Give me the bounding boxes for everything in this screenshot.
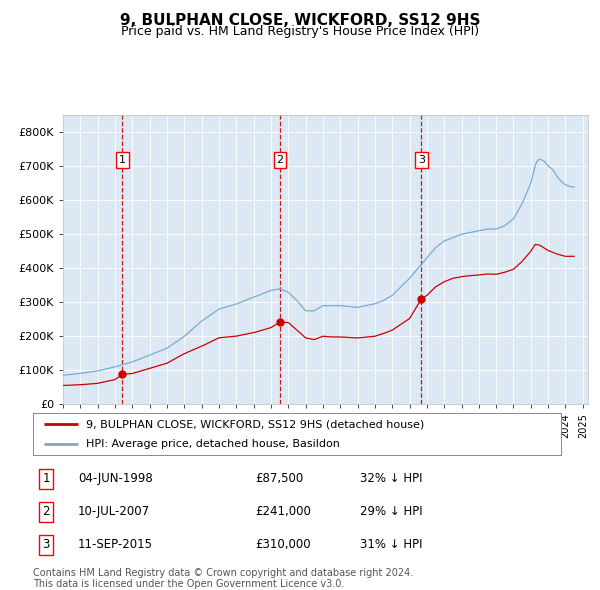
Text: 1: 1 — [119, 155, 126, 165]
Text: 31% ↓ HPI: 31% ↓ HPI — [361, 538, 423, 552]
Text: 04-JUN-1998: 04-JUN-1998 — [78, 472, 152, 486]
Text: 2: 2 — [277, 155, 283, 165]
Text: £87,500: £87,500 — [255, 472, 303, 486]
Text: 11-SEP-2015: 11-SEP-2015 — [78, 538, 153, 552]
Text: 3: 3 — [418, 155, 425, 165]
Text: 10-JUL-2007: 10-JUL-2007 — [78, 505, 150, 519]
Text: 1: 1 — [43, 472, 50, 486]
Text: £310,000: £310,000 — [255, 538, 310, 552]
Text: 2: 2 — [43, 505, 50, 519]
Text: 9, BULPHAN CLOSE, WICKFORD, SS12 9HS (detached house): 9, BULPHAN CLOSE, WICKFORD, SS12 9HS (de… — [86, 419, 424, 430]
Text: HPI: Average price, detached house, Basildon: HPI: Average price, detached house, Basi… — [86, 439, 340, 449]
Text: Price paid vs. HM Land Registry's House Price Index (HPI): Price paid vs. HM Land Registry's House … — [121, 25, 479, 38]
Text: 29% ↓ HPI: 29% ↓ HPI — [361, 505, 423, 519]
Text: Contains HM Land Registry data © Crown copyright and database right 2024.
This d: Contains HM Land Registry data © Crown c… — [33, 568, 413, 589]
Text: 9, BULPHAN CLOSE, WICKFORD, SS12 9HS: 9, BULPHAN CLOSE, WICKFORD, SS12 9HS — [120, 13, 480, 28]
Text: 32% ↓ HPI: 32% ↓ HPI — [361, 472, 423, 486]
Text: 3: 3 — [43, 538, 50, 552]
Text: £241,000: £241,000 — [255, 505, 311, 519]
